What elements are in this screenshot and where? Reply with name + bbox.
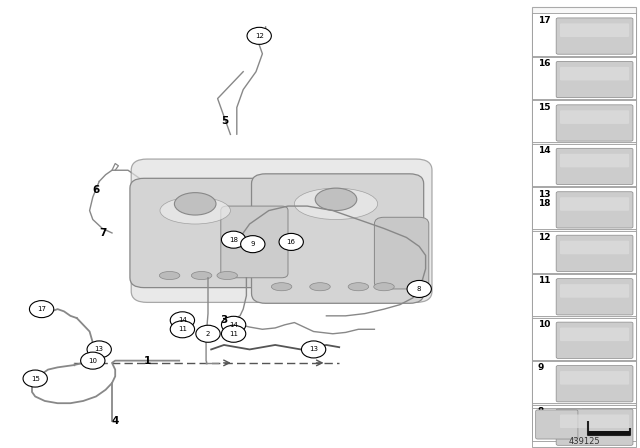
FancyBboxPatch shape bbox=[560, 371, 629, 384]
Ellipse shape bbox=[310, 283, 330, 291]
FancyBboxPatch shape bbox=[556, 366, 633, 402]
Bar bbox=[581, 408, 636, 441]
Circle shape bbox=[170, 312, 195, 329]
FancyBboxPatch shape bbox=[536, 410, 578, 439]
Bar bbox=[532, 408, 580, 441]
Text: 11: 11 bbox=[229, 331, 238, 337]
Text: 17: 17 bbox=[538, 16, 550, 25]
Bar bbox=[532, 318, 636, 360]
Text: 14: 14 bbox=[229, 322, 238, 328]
FancyBboxPatch shape bbox=[131, 159, 432, 302]
Text: 11: 11 bbox=[178, 326, 187, 332]
FancyBboxPatch shape bbox=[130, 178, 270, 288]
Circle shape bbox=[23, 370, 47, 387]
FancyBboxPatch shape bbox=[252, 174, 424, 303]
FancyBboxPatch shape bbox=[556, 61, 633, 98]
Text: 16: 16 bbox=[287, 239, 296, 245]
FancyBboxPatch shape bbox=[556, 105, 633, 141]
FancyBboxPatch shape bbox=[556, 409, 633, 445]
Text: 12: 12 bbox=[538, 233, 550, 242]
Ellipse shape bbox=[294, 188, 378, 220]
FancyBboxPatch shape bbox=[560, 284, 629, 297]
Circle shape bbox=[29, 301, 54, 318]
Ellipse shape bbox=[174, 193, 216, 215]
Text: 8: 8 bbox=[417, 286, 422, 292]
Text: 16: 16 bbox=[538, 59, 550, 68]
Ellipse shape bbox=[374, 283, 394, 291]
Bar bbox=[532, 361, 636, 403]
Bar bbox=[532, 144, 636, 186]
Bar bbox=[532, 100, 636, 142]
Ellipse shape bbox=[191, 271, 212, 280]
Circle shape bbox=[196, 325, 220, 342]
Bar bbox=[532, 57, 636, 99]
FancyBboxPatch shape bbox=[556, 279, 633, 315]
Text: 6: 6 bbox=[93, 185, 100, 195]
FancyBboxPatch shape bbox=[560, 241, 629, 254]
Text: 11: 11 bbox=[538, 276, 550, 285]
Circle shape bbox=[81, 352, 105, 369]
Circle shape bbox=[221, 231, 246, 248]
Ellipse shape bbox=[159, 271, 180, 280]
Bar bbox=[532, 274, 636, 316]
Ellipse shape bbox=[271, 283, 292, 291]
FancyBboxPatch shape bbox=[560, 327, 629, 341]
Text: 15: 15 bbox=[538, 103, 550, 112]
Text: 9: 9 bbox=[538, 363, 544, 372]
Ellipse shape bbox=[160, 197, 230, 224]
Bar bbox=[532, 7, 636, 408]
Circle shape bbox=[221, 316, 246, 333]
Text: 2: 2 bbox=[206, 331, 210, 337]
Text: 13: 13 bbox=[95, 346, 104, 353]
FancyBboxPatch shape bbox=[560, 197, 629, 211]
FancyBboxPatch shape bbox=[556, 192, 633, 228]
Text: 7: 7 bbox=[99, 228, 107, 238]
Circle shape bbox=[221, 325, 246, 342]
Bar bbox=[532, 231, 636, 273]
Text: 2: 2 bbox=[536, 410, 543, 419]
Text: 9: 9 bbox=[250, 241, 255, 247]
FancyBboxPatch shape bbox=[560, 414, 629, 428]
Text: 4: 4 bbox=[112, 416, 120, 426]
FancyBboxPatch shape bbox=[556, 148, 633, 185]
FancyBboxPatch shape bbox=[374, 217, 429, 289]
Text: 14: 14 bbox=[538, 146, 550, 155]
Text: 18: 18 bbox=[229, 237, 238, 243]
FancyBboxPatch shape bbox=[560, 67, 629, 80]
Text: 8: 8 bbox=[538, 407, 544, 416]
Bar bbox=[588, 431, 630, 435]
Text: 439125: 439125 bbox=[568, 437, 600, 446]
Text: 14: 14 bbox=[178, 317, 187, 323]
Ellipse shape bbox=[217, 271, 237, 280]
Circle shape bbox=[279, 233, 303, 250]
Bar bbox=[532, 187, 636, 229]
FancyBboxPatch shape bbox=[556, 18, 633, 54]
Text: 3: 3 bbox=[221, 315, 228, 325]
Ellipse shape bbox=[348, 283, 369, 291]
FancyBboxPatch shape bbox=[556, 322, 633, 358]
Text: 13: 13 bbox=[309, 346, 318, 353]
FancyBboxPatch shape bbox=[560, 110, 629, 124]
FancyBboxPatch shape bbox=[560, 23, 629, 37]
Text: 1: 1 bbox=[144, 356, 151, 366]
Bar bbox=[532, 405, 636, 447]
Ellipse shape bbox=[315, 188, 357, 211]
Circle shape bbox=[87, 341, 111, 358]
FancyBboxPatch shape bbox=[556, 235, 633, 271]
Circle shape bbox=[170, 321, 195, 338]
FancyBboxPatch shape bbox=[560, 154, 629, 167]
Text: 5: 5 bbox=[221, 116, 228, 126]
Text: 13
18: 13 18 bbox=[538, 190, 550, 208]
Text: 10: 10 bbox=[88, 358, 97, 364]
Text: 15: 15 bbox=[31, 375, 40, 382]
Bar bbox=[532, 13, 636, 56]
Text: 12: 12 bbox=[255, 33, 264, 39]
Circle shape bbox=[247, 27, 271, 44]
Circle shape bbox=[301, 341, 326, 358]
Circle shape bbox=[241, 236, 265, 253]
Text: 17: 17 bbox=[37, 306, 46, 312]
Text: 10: 10 bbox=[538, 320, 550, 329]
FancyBboxPatch shape bbox=[221, 206, 288, 278]
Circle shape bbox=[407, 280, 431, 297]
